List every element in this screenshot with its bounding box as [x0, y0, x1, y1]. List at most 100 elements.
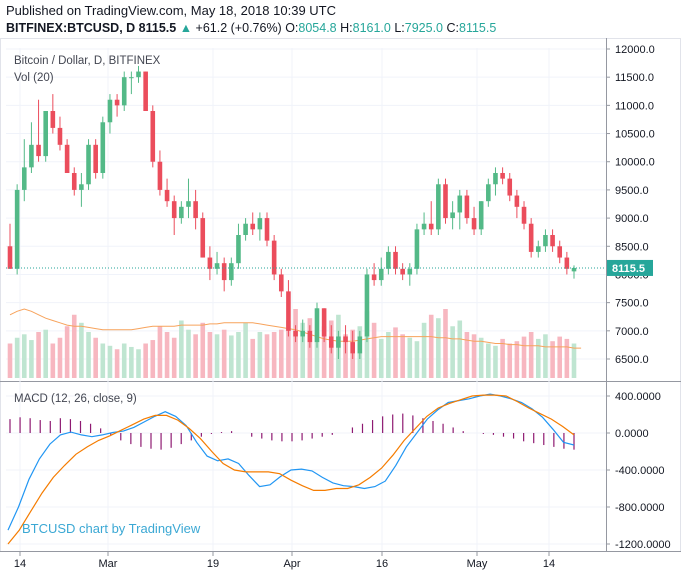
- candle-body: [486, 184, 491, 202]
- volume-bar: [500, 338, 505, 378]
- candle-body: [57, 127, 63, 145]
- candle-body: [257, 218, 263, 230]
- candle-body: [514, 195, 520, 207]
- candle-body: [86, 144, 91, 185]
- candle-body: [357, 336, 363, 354]
- candle-body: [336, 336, 341, 348]
- volume-bar: [171, 337, 177, 378]
- candle-body: [236, 235, 241, 264]
- volume-bar: [393, 327, 398, 378]
- volume-bar: [193, 334, 198, 378]
- candle-body: [464, 195, 470, 219]
- candle-body: [264, 218, 270, 241]
- volume-bar: [571, 343, 577, 378]
- volume-bar: [321, 326, 327, 378]
- macd-tick-label: 400.0000: [615, 391, 661, 403]
- signal-line: [7, 394, 575, 545]
- candle-body: [328, 336, 334, 348]
- price-tick-label: 11500.0: [615, 72, 654, 84]
- time-tick-label: 14: [543, 558, 555, 570]
- high-label: H:: [340, 21, 353, 35]
- volume-bar: [343, 334, 348, 378]
- volume-bar: [114, 349, 120, 378]
- price-pane-title: Bitcoin / Dollar, D, BITFINEX: [14, 55, 161, 67]
- volume-bar: [371, 322, 377, 378]
- change-value: +61.2 (+0.76%): [195, 21, 282, 35]
- volume-bar: [136, 349, 141, 378]
- candle-body: [443, 184, 448, 219]
- candle-body: [528, 223, 534, 252]
- candle-body: [136, 71, 141, 78]
- volume-bar: [64, 326, 70, 378]
- time-tick-label: 14: [14, 558, 26, 570]
- candle-body: [114, 99, 120, 106]
- time-tick-label: 19: [207, 558, 219, 570]
- price-tick-label: 9500.0: [615, 185, 649, 197]
- volume-bar: [414, 341, 420, 378]
- volume-bar: [428, 314, 434, 378]
- candlestick-series[interactable]: [7, 65, 577, 359]
- volume-bar: [528, 332, 534, 378]
- volume-bar: [436, 318, 441, 378]
- last-value: 8115.5: [138, 21, 177, 35]
- volume-bar: [557, 336, 563, 378]
- volume-bar: [221, 329, 227, 378]
- candle-body: [150, 111, 156, 162]
- volume-bar: [364, 311, 370, 378]
- volume-bar: [157, 326, 163, 378]
- low-label: L:: [394, 21, 405, 35]
- candle-body: [271, 240, 277, 275]
- volume-bar: [478, 337, 484, 378]
- candle-body: [143, 71, 148, 111]
- macd-tick-label: -800.0000: [615, 502, 665, 514]
- volume-bar: [493, 345, 498, 378]
- low-value: 7925.0: [404, 21, 444, 35]
- volume-bar: [543, 334, 548, 378]
- candle-body: [286, 291, 291, 331]
- volume-bar: [50, 343, 56, 378]
- candle-body: [100, 122, 106, 173]
- volume-bar: [179, 320, 184, 378]
- candle-body: [550, 235, 555, 247]
- volume-bar: [250, 338, 256, 378]
- grid-lines: [0, 38, 681, 552]
- volume-bar: [550, 341, 555, 378]
- candle-body: [79, 184, 84, 190]
- volume-bar: [443, 309, 448, 378]
- price-tick-label: 7500.0: [615, 298, 649, 310]
- price-tick-label: 10000.0: [615, 157, 655, 169]
- volume-bar: [293, 309, 298, 378]
- candle-body: [478, 201, 484, 230]
- volume-bar: [386, 332, 391, 378]
- volume-bar: [278, 329, 284, 378]
- candle-body: [71, 173, 77, 190]
- volume-bar: [107, 345, 113, 378]
- volume-bar: [507, 343, 513, 378]
- candle-body: [500, 173, 505, 179]
- candle-body: [471, 218, 477, 230]
- volume-bar: [450, 326, 455, 378]
- candle-body: [521, 206, 527, 224]
- volume-bar: [129, 346, 134, 378]
- volume-bar: [286, 320, 291, 378]
- candle-body: [179, 206, 184, 219]
- volume-bar: [86, 332, 91, 378]
- candle-body: [400, 268, 405, 275]
- ohlc-legend: BITFINEX:BTCUSD, D 8115.5 ▲ +61.2 (+0.76…: [6, 21, 496, 35]
- volume-bar: [150, 340, 156, 378]
- candle-body: [200, 218, 206, 258]
- macd-series: [7, 393, 575, 545]
- volume-label: Vol (20): [14, 72, 54, 84]
- volume-bar: [486, 343, 491, 378]
- volume-bar: [100, 343, 106, 378]
- candle-body: [193, 201, 198, 219]
- candle-body: [350, 342, 355, 354]
- symbol-label: BITFINEX:BTCUSD, D: [6, 21, 136, 35]
- volume-bars: [7, 308, 582, 378]
- candle-body: [543, 235, 548, 247]
- volume-bar: [36, 332, 41, 378]
- volume-bar: [186, 329, 191, 378]
- volume-bar: [264, 334, 270, 378]
- volume-bar: [536, 338, 541, 378]
